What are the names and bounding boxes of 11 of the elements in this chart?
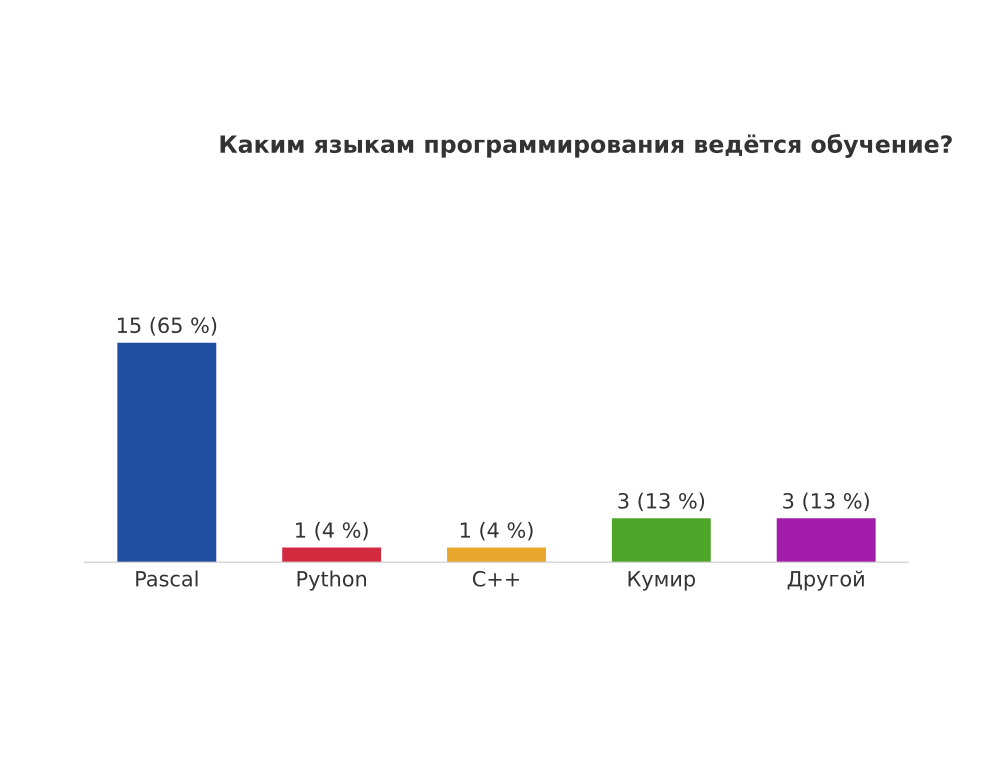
- data-label: 3 (13 %): [618, 492, 704, 512]
- data-label: 1 (4 %): [460, 522, 533, 540]
- data-label: 3 (13 %): [783, 492, 869, 512]
- x-tick-label: C++: [472, 570, 520, 587]
- x-tick-label: Кумир: [628, 571, 695, 591]
- x-tick-label: Python: [298, 570, 366, 591]
- data-label: 15 (65 %): [118, 317, 216, 336]
- data-label: 1 (4 %): [296, 522, 368, 540]
- x-tick-label: Pascal: [136, 570, 198, 587]
- chart-title: Каким языкам программирования ведётся обучение?: [220, 134, 952, 158]
- x-tick-label: Другой: [788, 570, 864, 591]
